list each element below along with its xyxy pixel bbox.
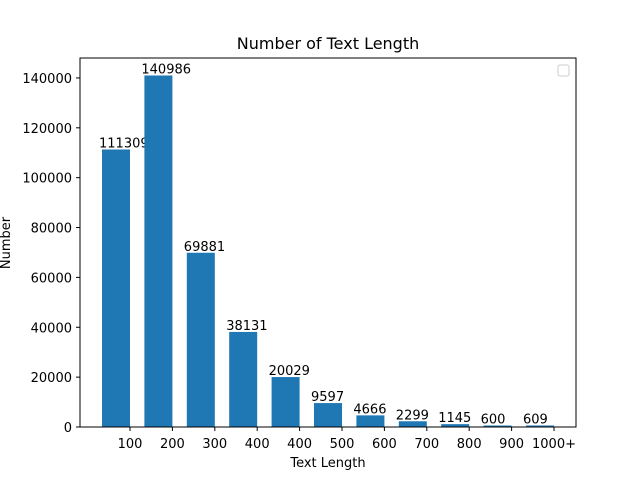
x-ticks-group: 100 200 300 400 400 500 600 700 800 900 1000+ <box>118 427 576 452</box>
bar-value-label-0: 111309 <box>99 136 149 151</box>
bar-value-label-1: 140986 <box>141 62 191 77</box>
y-tick-label-7: 140000 <box>22 72 72 87</box>
bar-value-label-3: 38131 <box>226 319 267 334</box>
x-tick-label-7: 700 <box>414 437 439 452</box>
y-ticks-group: 0 20000 40000 60000 80000 100000 120000 140000 <box>22 72 80 436</box>
bar-5 <box>314 403 342 427</box>
bar-3 <box>229 331 258 427</box>
x-tick-label-0: 100 <box>118 437 143 452</box>
bar-value-label-2: 69881 <box>184 240 225 255</box>
x-tick-label-3: 400 <box>245 437 270 452</box>
x-tick-label-8: 800 <box>457 437 482 452</box>
chart-title: Number of Text Length <box>237 34 420 53</box>
bar-value-label-7: 2299 <box>396 408 429 423</box>
bar-10 <box>526 425 554 427</box>
bar-0 <box>102 149 130 427</box>
bar-value-label-8: 1145 <box>438 411 471 426</box>
bar-4 <box>271 377 300 427</box>
x-axis-label: Text Length <box>289 456 365 471</box>
bar-9 <box>483 425 512 427</box>
y-axis-label: Number <box>0 216 14 269</box>
x-tick-label-6: 600 <box>372 437 397 452</box>
plot-area-frame <box>79 57 577 428</box>
y-tick-label-1: 20000 <box>31 371 72 386</box>
x-tick-label-4: 400 <box>287 437 312 452</box>
y-tick-label-6: 120000 <box>22 122 72 137</box>
legend-box <box>557 64 570 77</box>
y-tick-label-5: 100000 <box>22 172 72 187</box>
x-tick-label-2: 300 <box>202 437 227 452</box>
x-tick-label-1: 200 <box>160 437 185 452</box>
bar-6 <box>356 415 385 427</box>
bar-value-label-5: 9597 <box>311 390 344 405</box>
bar-value-label-6: 4666 <box>353 402 386 417</box>
bar-1 <box>144 75 173 427</box>
bar-value-label-10: 609 <box>523 412 548 427</box>
bar-value-label-4: 20029 <box>269 364 310 379</box>
x-tick-label-10: 1000+ <box>532 437 576 452</box>
y-tick-label-2: 40000 <box>31 321 72 336</box>
y-tick-label-0: 0 <box>64 421 72 436</box>
y-tick-label-3: 60000 <box>31 271 72 286</box>
bar-2 <box>186 252 215 427</box>
bar-value-label-9: 600 <box>481 413 506 428</box>
y-tick-label-4: 80000 <box>31 222 72 237</box>
bar-7 <box>398 421 427 427</box>
x-tick-label-9: 900 <box>499 437 524 452</box>
x-tick-label-5: 500 <box>330 437 355 452</box>
bar-8 <box>441 424 470 427</box>
